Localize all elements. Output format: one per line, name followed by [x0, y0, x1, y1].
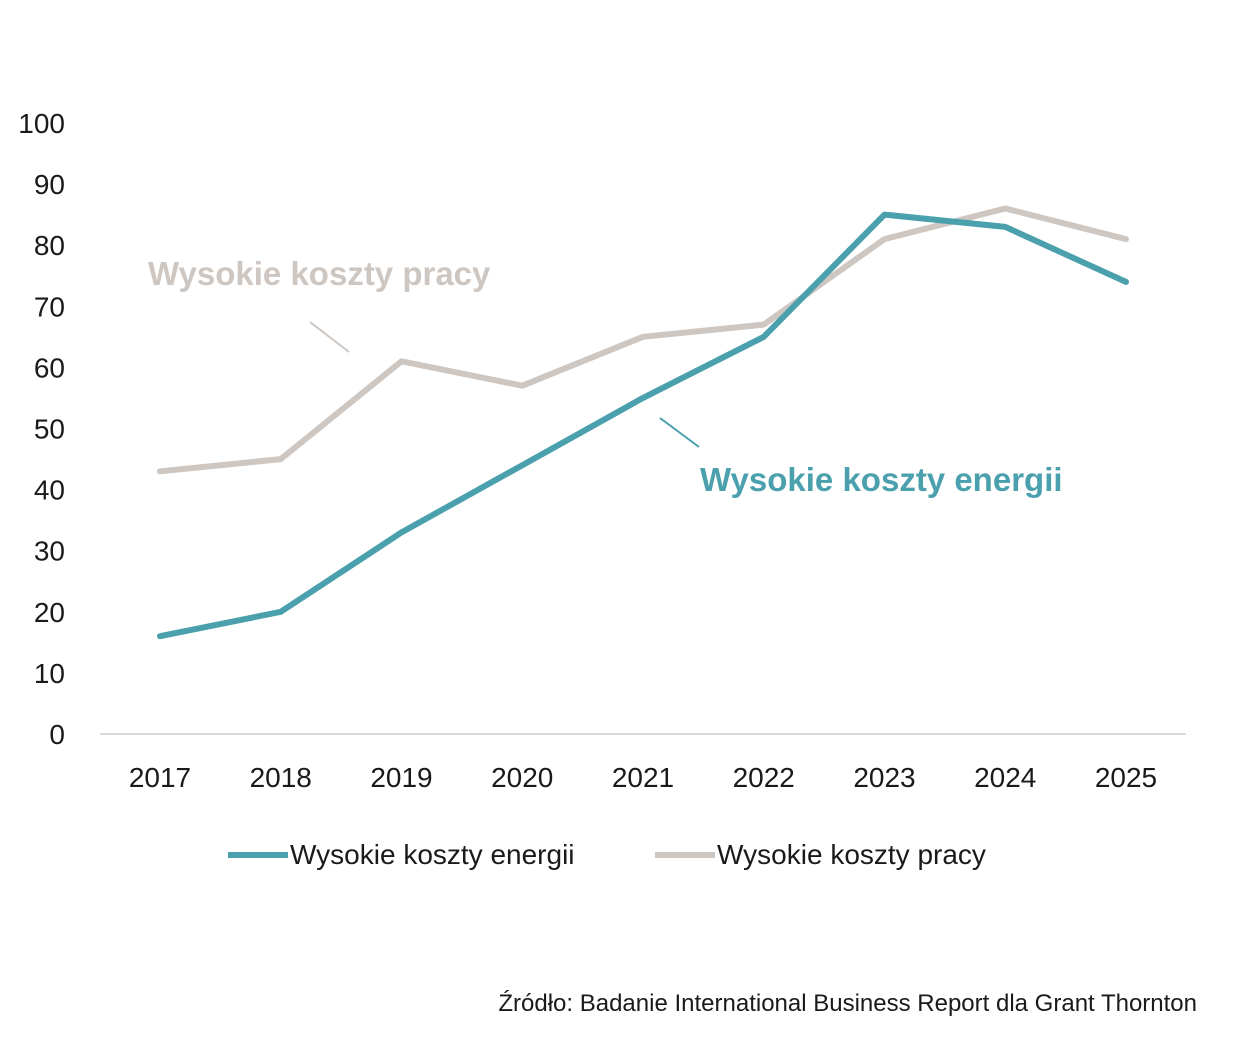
y-axis-tick-labels: 0 10 20 30 40 50 60 70 80 90 100: [18, 108, 65, 750]
y-tick-label: 70: [34, 291, 65, 322]
source-note: Źródło: Badanie International Business R…: [498, 990, 1197, 1017]
x-tick-label: 2024: [974, 762, 1036, 793]
y-tick-label: 100: [18, 108, 65, 139]
x-tick-label: 2017: [129, 762, 191, 793]
y-tick-label: 50: [34, 414, 65, 445]
y-tick-label: 30: [34, 536, 65, 567]
y-tick-label: 60: [34, 352, 65, 383]
y-tick-label: 10: [34, 658, 65, 689]
x-axis-tick-labels: 2017 2018 2019 2020 2021 2022 2023 2024 2025: [129, 762, 1157, 793]
annotation-labour-costs-leader: [309, 321, 350, 353]
annotation-energy-costs-leader: [659, 417, 700, 448]
y-tick-label: 90: [34, 169, 65, 200]
y-tick-label: 0: [49, 719, 65, 750]
y-tick-label: 40: [34, 475, 65, 506]
x-tick-label: 2022: [733, 762, 795, 793]
x-tick-label: 2025: [1095, 762, 1157, 793]
annotation-labour-costs: Wysokie koszty pracy: [148, 255, 491, 292]
x-tick-label: 2021: [612, 762, 674, 793]
legend: Wysokie koszty energii Wysokie koszty pr…: [228, 839, 986, 870]
legend-label-energy: Wysokie koszty energii: [290, 839, 575, 870]
annotation-energy-costs: Wysokie koszty energii: [700, 461, 1063, 498]
y-tick-label: 80: [34, 230, 65, 261]
x-tick-label: 2020: [491, 762, 553, 793]
x-tick-label: 2018: [250, 762, 312, 793]
x-tick-label: 2023: [853, 762, 915, 793]
series-line-labour: [157, 205, 1129, 475]
series-lines: [157, 205, 1129, 640]
legend-label-labour: Wysokie koszty pracy: [717, 839, 986, 870]
y-tick-label: 20: [34, 597, 65, 628]
x-tick-label: 2019: [370, 762, 432, 793]
